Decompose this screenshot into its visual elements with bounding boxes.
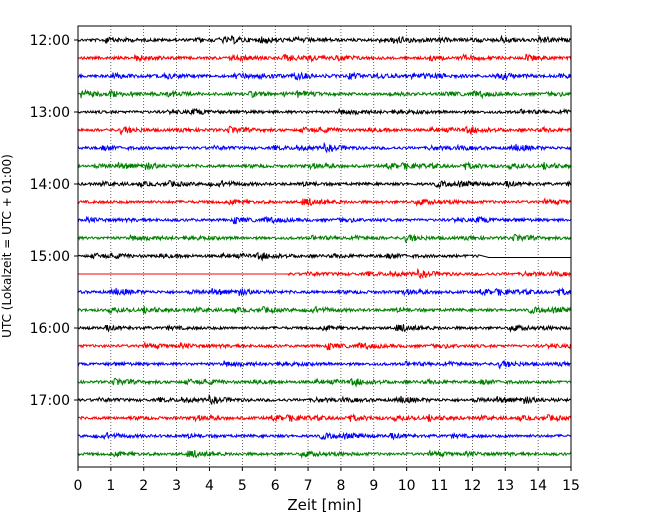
trace-1600 [77,324,572,333]
trace-1545 [77,305,572,315]
x-tick-label: 7 [304,478,313,494]
plot-frame [77,25,572,468]
x-tick-label: 10 [398,478,416,494]
trace-1715 [77,413,572,423]
trace-1515 [78,267,572,280]
x-tick-label: 5 [238,478,247,494]
y-axis-label: UTC (Lokalzeit = UTC + 01:00) [0,154,14,338]
x-tick-label: 14 [529,478,547,494]
y-tick-label: 17:00 [30,393,70,409]
trace-1730 [77,431,572,441]
trace-1700 [77,393,572,406]
x-tick-label: 0 [74,478,83,494]
x-tick-label: 3 [172,478,181,494]
trace-1330 [77,141,572,154]
trace-1300 [77,107,572,116]
x-axis-ticks: 0 1 2 3 4 5 6 7 8 9 10 11 12 13 14 15 [74,467,580,494]
trace-1615 [77,341,572,351]
x-tick-label: 6 [271,478,280,494]
x-tick-label: 4 [205,478,214,494]
trace-1630 [77,359,572,370]
x-tick-label: 13 [496,478,514,494]
trace-1315 [77,125,572,136]
trace-1215 [77,53,572,63]
y-axis-ticks: 12:00 13:00 14:00 15:00 16:00 17:00 [30,33,78,409]
x-tick-label: 12 [463,478,481,494]
x-tick-label: 2 [139,478,148,494]
trace-1745 [77,449,572,459]
trace-1530 [77,287,572,297]
trace-1345 [77,160,572,171]
y-tick-label: 12:00 [30,33,70,49]
x-tick-label: 1 [106,478,115,494]
y-tick-label: 13:00 [30,105,70,121]
x-axis-label: Zeit [min] [287,496,361,514]
trace-1200 [77,34,572,45]
x-tick-label: 15 [562,478,580,494]
x-tick-label: 8 [336,478,345,494]
y-tick-label: 16:00 [30,321,70,337]
y-tick-label: 14:00 [30,177,70,193]
x-tick-label: 9 [369,478,378,494]
trace-1245 [77,88,572,100]
trace-1430 [77,215,572,225]
trace-1400 [77,179,571,189]
trace-1230 [77,71,572,82]
y-tick-label: 15:00 [30,249,70,265]
traces [77,34,572,459]
x-tick-label: 11 [431,478,449,494]
trace-1415 [77,197,572,207]
trace-1500 [77,251,571,262]
trace-1445 [77,233,572,244]
trace-1645 [77,377,572,388]
